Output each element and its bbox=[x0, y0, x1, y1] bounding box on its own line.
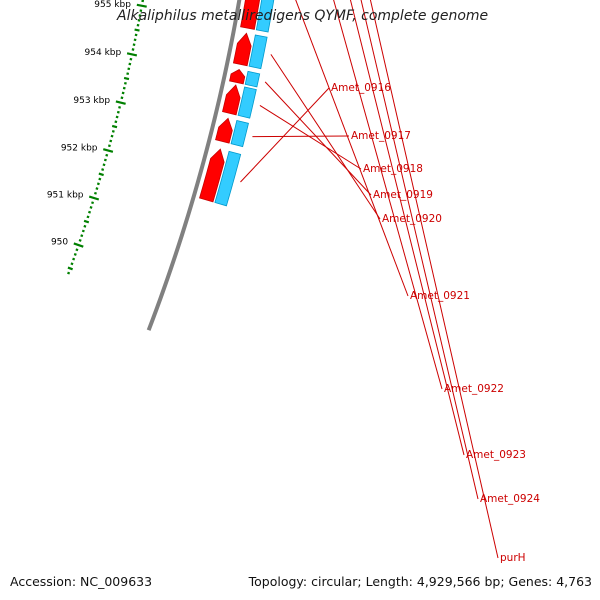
ruler-minor-tick bbox=[123, 81, 127, 85]
ruler-tick-label: 950 bbox=[51, 237, 68, 247]
gene-label[interactable]: purH bbox=[500, 552, 526, 564]
ruler-major-tick bbox=[88, 195, 100, 201]
ruler-minor-tick bbox=[80, 234, 84, 238]
ruler-minor-tick bbox=[81, 229, 85, 233]
accession-info: Accession: NC_009633 bbox=[10, 574, 153, 589]
ruler-minor-tick bbox=[128, 62, 132, 66]
gene-feature bbox=[255, 0, 275, 33]
ruler-minor-tick bbox=[134, 28, 140, 32]
ruler-minor-tick bbox=[89, 206, 93, 209]
ruler-minor-tick bbox=[118, 106, 121, 109]
ruler-minor-tick bbox=[101, 168, 105, 171]
ruler-minor-tick bbox=[123, 76, 130, 81]
ruler-major-tick bbox=[136, 3, 147, 8]
ruler-minor-tick bbox=[91, 201, 95, 205]
cds-track bbox=[199, 0, 261, 203]
ruler-minor-tick bbox=[95, 187, 99, 190]
backbone bbox=[146, 0, 242, 331]
cds-arrow bbox=[199, 148, 225, 203]
gene-label-leader bbox=[360, 0, 479, 500]
ruler-major-tick bbox=[73, 242, 84, 248]
ruler-minor-tick bbox=[109, 139, 113, 143]
ruler-minor-tick bbox=[110, 134, 114, 138]
gene-feature bbox=[214, 150, 242, 207]
ruler-minor-tick bbox=[131, 48, 135, 51]
ruler-tick-label: 951 kbp bbox=[47, 191, 84, 201]
ruler-minor-tick bbox=[116, 110, 120, 114]
ruler-minor-tick bbox=[129, 57, 133, 61]
gene-label-leader bbox=[349, 0, 465, 456]
gene-label[interactable]: Amet_0919 bbox=[373, 189, 433, 201]
ruler-tick-label: 952 kbp bbox=[61, 144, 98, 154]
ruler-minor-tick bbox=[103, 158, 107, 162]
gene-label-leader bbox=[252, 135, 350, 138]
ruler-minor-tick bbox=[105, 153, 109, 157]
gene-label-leader bbox=[259, 104, 362, 170]
cds-arrow bbox=[215, 117, 233, 144]
ruler-minor-tick bbox=[67, 266, 74, 271]
ruler-minor-tick bbox=[94, 191, 97, 195]
ruler-tick-label: 955 kbp bbox=[94, 0, 131, 10]
gene-feature bbox=[248, 34, 268, 70]
gene-label-leader bbox=[264, 81, 372, 196]
gene-label-leader bbox=[270, 54, 381, 220]
ruler-minor-tick bbox=[70, 262, 74, 266]
ruler-minor-tick bbox=[83, 219, 90, 224]
ruler-minor-tick bbox=[114, 120, 118, 124]
gene-label[interactable]: Amet_0917 bbox=[351, 130, 411, 142]
ruler-minor-tick bbox=[98, 172, 104, 177]
ruler-minor-tick bbox=[121, 91, 125, 95]
gene-feature bbox=[237, 86, 257, 119]
ruler-minor-tick bbox=[83, 224, 87, 228]
gene-label[interactable]: Amet_0923 bbox=[466, 449, 526, 461]
gene-label-leader bbox=[333, 0, 443, 390]
cds-arrow bbox=[232, 32, 252, 67]
ruler-minor-tick bbox=[122, 86, 126, 90]
cds-arrow bbox=[240, 0, 261, 30]
ruler-minor-tick bbox=[78, 238, 82, 242]
ruler-tick-label: 953 kbp bbox=[73, 96, 110, 106]
ruler-major-tick bbox=[115, 100, 126, 105]
ruler-minor-tick bbox=[72, 257, 76, 261]
genome-stats: Topology: circular; Length: 4,929,566 bp… bbox=[248, 574, 592, 589]
gene-label-leader bbox=[295, 0, 409, 297]
ruler-minor-tick bbox=[102, 163, 106, 167]
ruler-minor-tick bbox=[88, 210, 91, 214]
ruler-minor-tick bbox=[73, 253, 77, 256]
ruler-major-tick bbox=[102, 148, 114, 153]
gene-label[interactable]: Amet_0916 bbox=[331, 82, 391, 94]
gene-feature bbox=[230, 120, 249, 148]
ruler-minor-tick bbox=[111, 130, 115, 133]
ruler-major-tick bbox=[126, 52, 138, 57]
ruler-minor-tick bbox=[107, 144, 111, 148]
ruler-minor-tick bbox=[127, 67, 131, 71]
ruler-tick-label: 954 kbp bbox=[85, 48, 122, 58]
gene-label[interactable]: Amet_0924 bbox=[480, 493, 540, 505]
ruler-minor-tick bbox=[98, 177, 102, 181]
ruler-minor-tick bbox=[111, 124, 118, 129]
backbone-ring bbox=[146, 0, 242, 331]
ruler-minor-tick bbox=[75, 248, 79, 252]
gene-labels: Amet_0916Amet_0917Amet_0918Amet_0919Amet… bbox=[240, 0, 540, 564]
ruler-minor-tick bbox=[67, 271, 71, 275]
ruler-minor-tick bbox=[115, 115, 119, 119]
ruler-minor-tick bbox=[86, 215, 90, 219]
gene-label-leader bbox=[369, 0, 499, 559]
ruler-minor-tick bbox=[120, 96, 124, 100]
cds-arrow bbox=[222, 84, 241, 116]
ruler-minor-tick bbox=[126, 72, 130, 76]
gene-label-leader bbox=[240, 87, 330, 183]
ruler-minor-tick bbox=[96, 182, 100, 186]
gene-label[interactable]: Amet_0921 bbox=[410, 290, 470, 302]
map-title: Alkaliphilus metalliredigens QYMF, compl… bbox=[117, 8, 489, 24]
gene-feature bbox=[244, 70, 261, 88]
gene-track bbox=[214, 0, 275, 207]
cds-arrow bbox=[229, 69, 246, 85]
